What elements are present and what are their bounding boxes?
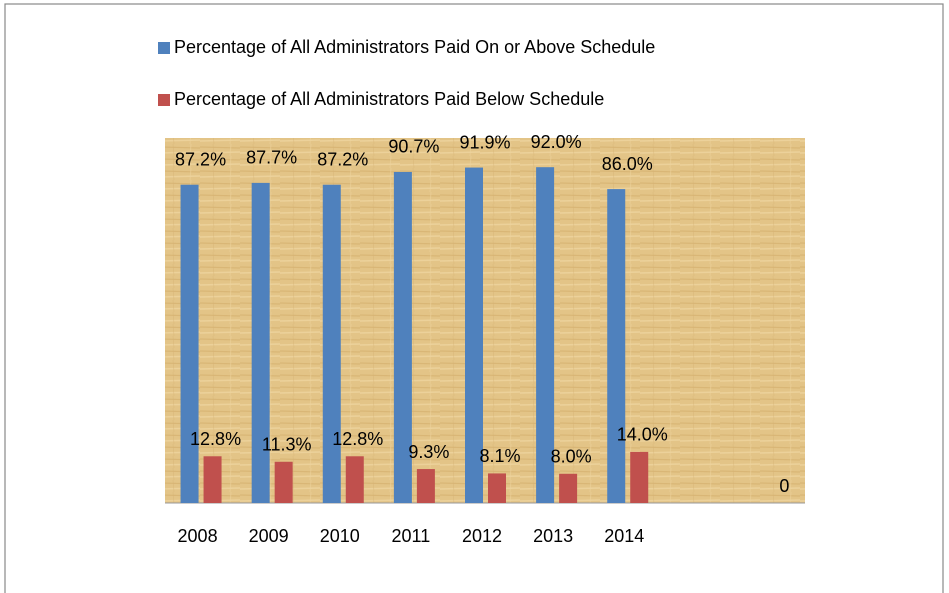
data-label: 87.2% [175,149,226,169]
data-label: 14.0% [617,425,668,445]
plot-area [165,138,805,503]
bar [607,189,626,503]
data-label: 90.7% [388,137,439,157]
data-label: 87.2% [317,149,368,169]
data-label: 0 [779,476,789,496]
bar [274,461,293,503]
bar [393,171,412,503]
x-tick-label: 2009 [249,526,289,546]
x-tick-label: 2012 [462,526,502,546]
legend-swatch [158,42,170,54]
bar [630,451,649,503]
data-label: 11.3% [262,435,312,455]
data-label: 91.9% [459,132,510,152]
data-label: 92.0% [531,132,582,152]
bar [322,184,341,503]
bar [559,473,578,503]
bar [416,469,435,503]
data-label: 86.0% [602,154,653,174]
data-label: 8.0% [551,447,592,467]
x-tick-label: 2014 [604,526,644,546]
bar [536,167,555,503]
bar [488,473,506,503]
bar [180,184,199,503]
bar [203,456,222,503]
legend-label: Percentage of All Administrators Paid Be… [174,89,604,109]
bar [465,167,483,503]
bar [251,182,270,503]
data-label: 12.8% [190,429,241,449]
data-label: 87.7% [246,148,297,168]
legend-swatch [158,94,170,106]
data-label: 12.8% [332,429,383,449]
data-label: 8.1% [479,446,520,466]
frame [4,3,944,593]
bar [345,456,364,503]
x-tick-label: 2013 [533,526,573,546]
x-tick-label: 2008 [178,526,218,546]
data-label: 9.3% [408,442,449,462]
x-tick-label: 2011 [392,526,431,546]
x-tick-label: 2010 [320,526,360,546]
legend-label: Percentage of All Administrators Paid On… [174,37,655,57]
